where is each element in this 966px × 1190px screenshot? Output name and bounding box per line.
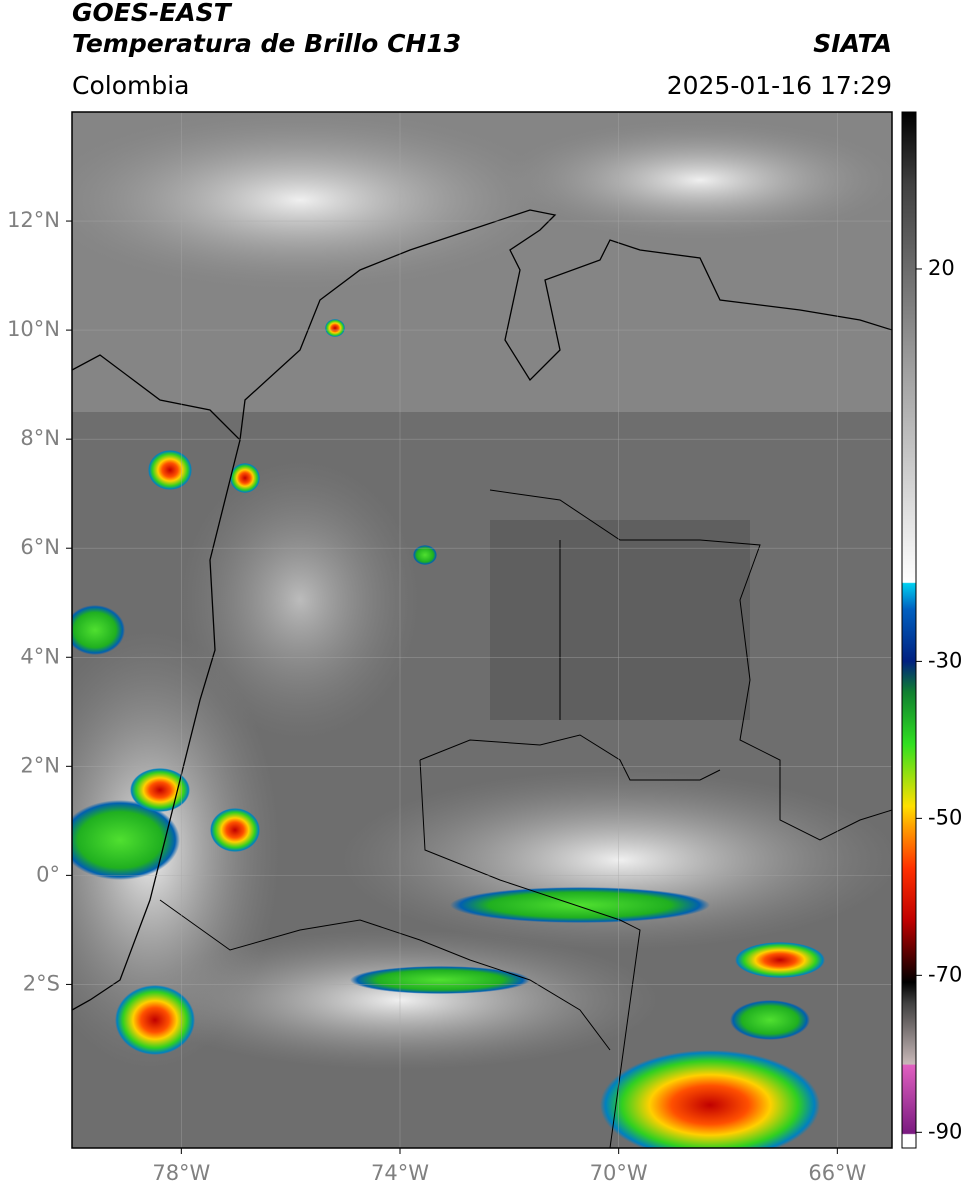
map-frame <box>71 111 893 1149</box>
x-tick-label: 78°W <box>152 1161 210 1185</box>
colorbar <box>901 111 917 1149</box>
datetime: 2025-01-16 17:29 <box>667 71 892 100</box>
y-tick-label: 10°N <box>7 317 60 341</box>
x-tick-label: 70°W <box>590 1161 648 1185</box>
grid <box>72 112 892 1148</box>
y-tick-label: 6°N <box>20 535 60 559</box>
title: GOES-EAST <box>72 0 233 27</box>
y-tick-label: 4°N <box>20 644 60 668</box>
y-tick-label: 8°N <box>20 426 60 450</box>
colorbar-label: 20 <box>928 256 955 280</box>
y-tick-label: 12°N <box>7 208 60 232</box>
y-tick-label: 2°S <box>23 971 60 995</box>
y-tick-label: 0° <box>36 862 60 886</box>
y-tick-label: 2°N <box>20 753 60 777</box>
subtitle: Temperatura de Brillo CH13 <box>72 29 461 58</box>
x-tick-label: 66°W <box>808 1161 866 1185</box>
colorbar-label: -90 <box>928 1119 962 1143</box>
colorbar-label: -50 <box>928 805 962 829</box>
x-tick-label: 74°W <box>371 1161 429 1185</box>
satellite-image <box>72 112 892 1148</box>
colorbar-label: -30 <box>928 648 962 672</box>
colorbar-label: -70 <box>928 962 962 986</box>
source: SIATA <box>813 29 892 58</box>
region: Colombia <box>72 71 189 100</box>
